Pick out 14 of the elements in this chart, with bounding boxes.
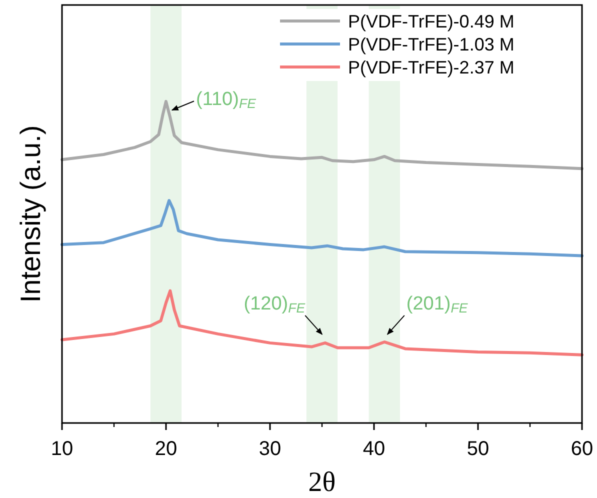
x-tick-label: 30 bbox=[258, 438, 282, 460]
x-axis-title: 2θ bbox=[308, 467, 336, 498]
legend-label: P(VDF-TrFE)-2.37 M bbox=[348, 57, 514, 78]
x-tick-label: 10 bbox=[50, 438, 74, 460]
annotation: (201)$_{FE}$ bbox=[406, 293, 468, 316]
y-axis-title: Intensity (a.u.) bbox=[15, 125, 46, 303]
annotation: (120)$_{FE}$ bbox=[244, 293, 306, 316]
x-tick-label: 20 bbox=[154, 438, 178, 460]
x-tick-label: 60 bbox=[570, 438, 594, 460]
x-tick-label: 50 bbox=[466, 438, 490, 460]
legend-label: P(VDF-TrFE)-0.49 M bbox=[348, 11, 514, 32]
x-tick-label: 40 bbox=[362, 438, 386, 460]
annotation: (110)$_{FE}$ bbox=[196, 89, 256, 112]
legend-label: P(VDF-TrFE)-1.03 M bbox=[348, 34, 514, 54]
